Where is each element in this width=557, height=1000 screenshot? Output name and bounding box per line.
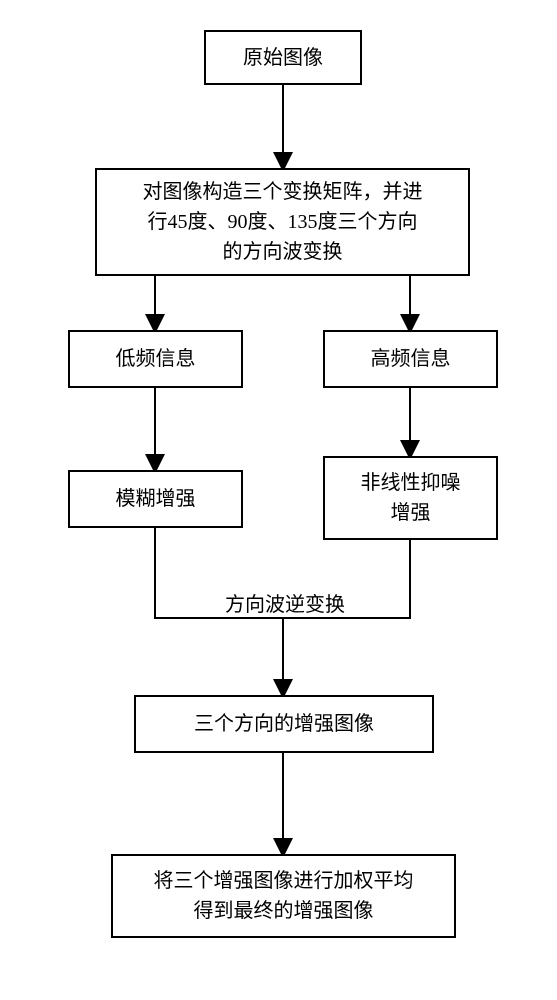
node-label: 低频信息	[116, 344, 196, 374]
node-label: 高频信息	[371, 344, 451, 374]
node-fuzzy-enhance: 模糊增强	[68, 470, 243, 528]
node-label: 将三个增强图像进行加权平均 得到最终的增强图像	[154, 866, 414, 926]
node-label: 原始图像	[243, 43, 323, 73]
node-label: 三个方向的增强图像	[194, 709, 374, 739]
node-nonlinear-denoise: 非线性抑噪 增强	[323, 456, 498, 540]
node-low-freq: 低频信息	[68, 330, 243, 388]
node-label: 模糊增强	[116, 484, 196, 514]
node-three-direction-enhanced: 三个方向的增强图像	[134, 695, 434, 753]
node-transform-matrices: 对图像构造三个变换矩阵，并进 行45度、90度、135度三个方向 的方向波变换	[95, 168, 470, 276]
node-weighted-average-result: 将三个增强图像进行加权平均 得到最终的增强图像	[111, 854, 456, 938]
node-label: 非线性抑噪 增强	[361, 468, 461, 528]
node-label: 对图像构造三个变换矩阵，并进 行45度、90度、135度三个方向 的方向波变换	[143, 177, 423, 267]
node-original-image: 原始图像	[204, 30, 362, 85]
node-high-freq: 高频信息	[323, 330, 498, 388]
label-text: 方向波逆变换	[225, 594, 345, 616]
inverse-transform-label: 方向波逆变换	[225, 588, 345, 617]
